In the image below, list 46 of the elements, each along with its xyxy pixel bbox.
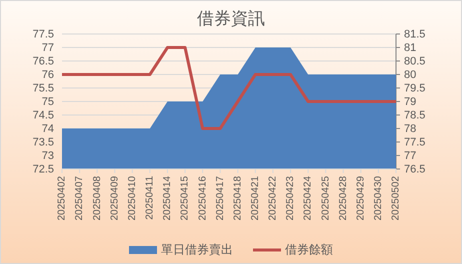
x-tick-label: 20250417 [214, 176, 226, 220]
x-tick-label: 20250422 [268, 176, 279, 220]
x-tick-label: 20250430 [373, 176, 384, 220]
x-tick-label: 20250502 [390, 176, 402, 220]
y2-tick-label: 77.5 [404, 136, 426, 149]
y-tick-label: 77 [42, 42, 54, 54]
x-tick-label: 20250429 [355, 176, 366, 220]
y2-tick-label: 80.5 [404, 56, 426, 68]
line-series [60, 46, 398, 130]
x-tick-label: 20250410 [126, 176, 138, 220]
y-tick-label: 76 [42, 69, 54, 82]
legend-label: 借券餘額 [285, 242, 333, 256]
x-tick-label: 20250408 [92, 176, 103, 220]
y-tick-label: 73.5 [32, 136, 54, 149]
x-tick-label: 20250416 [197, 176, 208, 220]
y2-tick-label: 77 [404, 150, 416, 162]
x-tick-label: 20250425 [320, 176, 332, 220]
y2-tick-label: 79.5 [404, 82, 426, 95]
y-tick-label: 75.5 [32, 82, 54, 95]
y2-tick-label: 79 [404, 96, 416, 108]
x-tick-label: 20250424 [302, 176, 314, 220]
x-tick-label: 20250414 [162, 176, 174, 220]
x-tick-label: 20250421 [250, 176, 262, 220]
y2-tick-label: 81.5 [404, 28, 426, 41]
x-tick-label: 20250418 [232, 176, 244, 220]
y-tick-label: 76.5 [32, 56, 54, 68]
y2-tick-label: 78.5 [404, 110, 426, 122]
x-tick-label: 20250411 [144, 176, 156, 220]
y2-tick-label: 78 [404, 123, 416, 136]
legend-label: 單日借券賣出 [161, 242, 233, 256]
x-tick-label: 20250402 [56, 176, 68, 220]
x-tick-label: 20250409 [109, 176, 120, 220]
y-tick-label: 77.5 [32, 28, 54, 41]
chart-title: 借券資訊 [197, 9, 265, 29]
x-tick-label: 20250415 [180, 176, 191, 220]
y-tick-label: 73 [42, 150, 54, 162]
y-tick-label: 74.5 [32, 110, 54, 122]
y2-tick-label: 76.5 [404, 164, 426, 176]
x-tick-label: 20250428 [338, 176, 349, 220]
y2-tick-label: 80 [404, 69, 416, 82]
x-tick-label: 20250423 [285, 176, 296, 220]
y2-tick-label: 81 [404, 42, 416, 54]
y-tick-label: 74 [42, 123, 54, 136]
y-tick-label: 75 [42, 96, 54, 108]
y-tick-label: 72.5 [32, 164, 54, 176]
x-tick-label: 20250407 [74, 176, 86, 220]
